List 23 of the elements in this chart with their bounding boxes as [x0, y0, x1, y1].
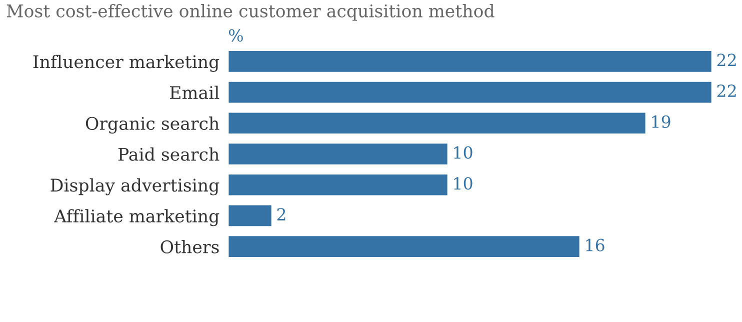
bar [228, 142, 449, 166]
y-tick-label: Affiliate marketing [54, 209, 220, 226]
data-label: 19 [652, 115, 670, 128]
chart-title: Most cost-effective online customer acquisition method [6, 4, 494, 21]
y-tick-label: Paid search [118, 147, 220, 161]
data-label: 10 [454, 146, 472, 159]
data-label: 22 [717, 84, 736, 97]
bar [228, 173, 449, 197]
data-label: 10 [454, 177, 472, 190]
bar [228, 204, 273, 228]
y-tick-label: Display advertising [50, 178, 220, 196]
x-axis-title: % [228, 29, 243, 42]
bar [228, 50, 712, 74]
bar [228, 80, 712, 104]
bar [228, 111, 647, 135]
data-label: 22 [717, 54, 736, 66]
y-tick-label: Email [170, 86, 220, 100]
data-label: 16 [586, 238, 604, 252]
data-label: 2 [277, 208, 286, 220]
y-tick-label: Influencer marketing [33, 54, 220, 72]
y-tick-label: Organic search [86, 116, 220, 134]
y-tick-label: Others [160, 240, 219, 254]
bar [228, 234, 581, 258]
